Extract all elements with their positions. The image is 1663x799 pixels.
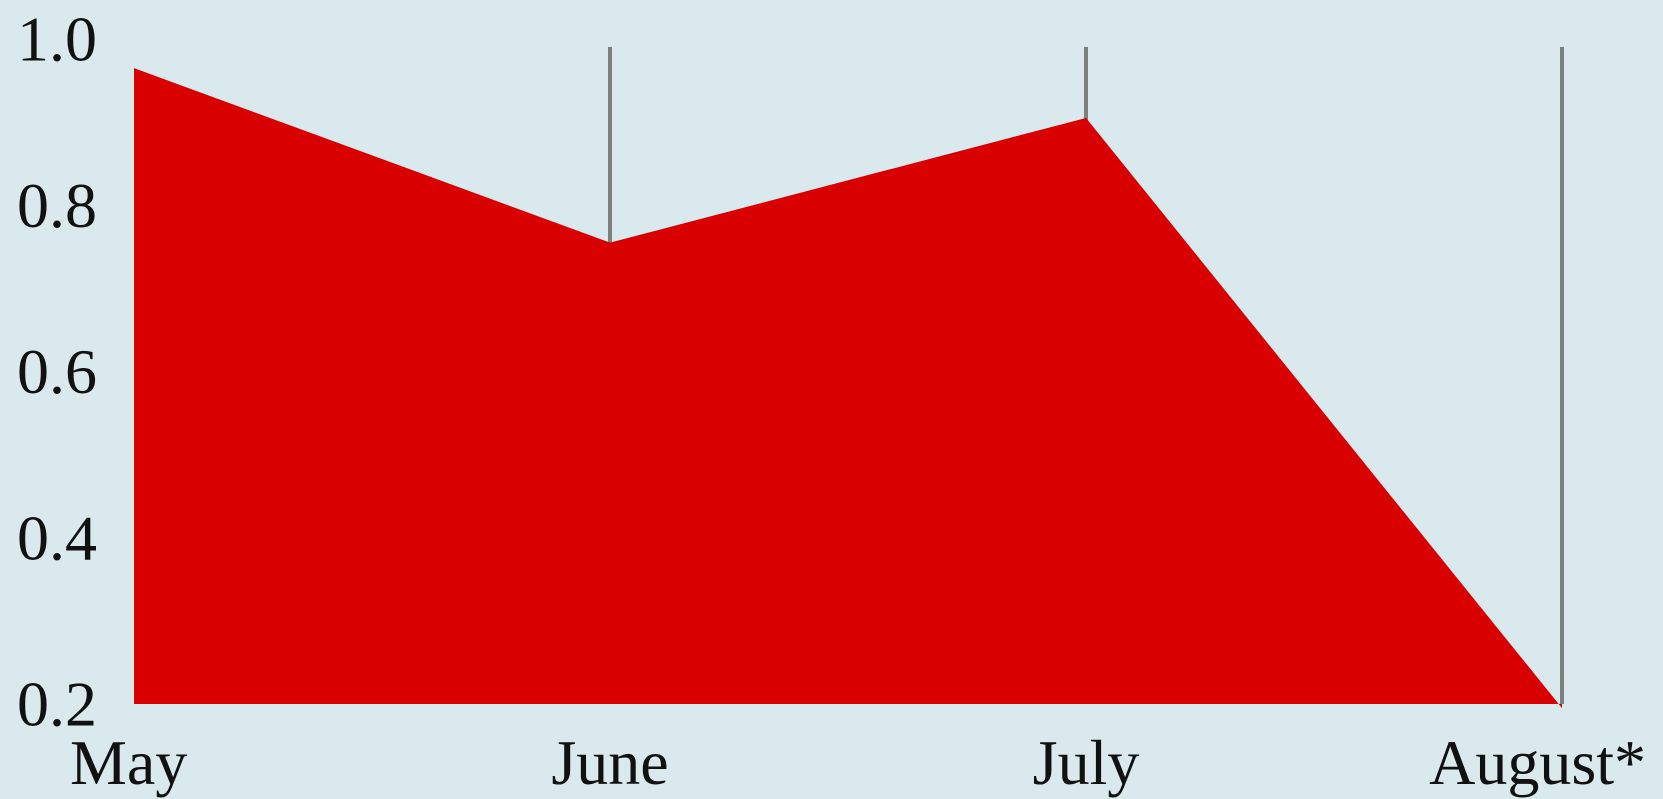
y-tick-label: 0.2 bbox=[17, 669, 97, 740]
y-axis-ticks: 0.2 0.4 0.6 0.8 1.0 bbox=[17, 4, 97, 740]
y-tick-label: 1.0 bbox=[17, 4, 97, 75]
area-layer bbox=[134, 68, 1562, 709]
area-series bbox=[134, 68, 1562, 709]
x-tick-label: July bbox=[1033, 727, 1140, 798]
x-axis-ticks: May June July August* bbox=[70, 727, 1646, 798]
y-tick-label: 0.4 bbox=[17, 502, 97, 573]
x-tick-label: May bbox=[70, 727, 187, 798]
x-tick-label: June bbox=[551, 727, 668, 798]
x-tick-label: August* bbox=[1429, 727, 1646, 798]
y-tick-label: 0.8 bbox=[17, 170, 97, 241]
y-tick-label: 0.6 bbox=[17, 336, 97, 407]
